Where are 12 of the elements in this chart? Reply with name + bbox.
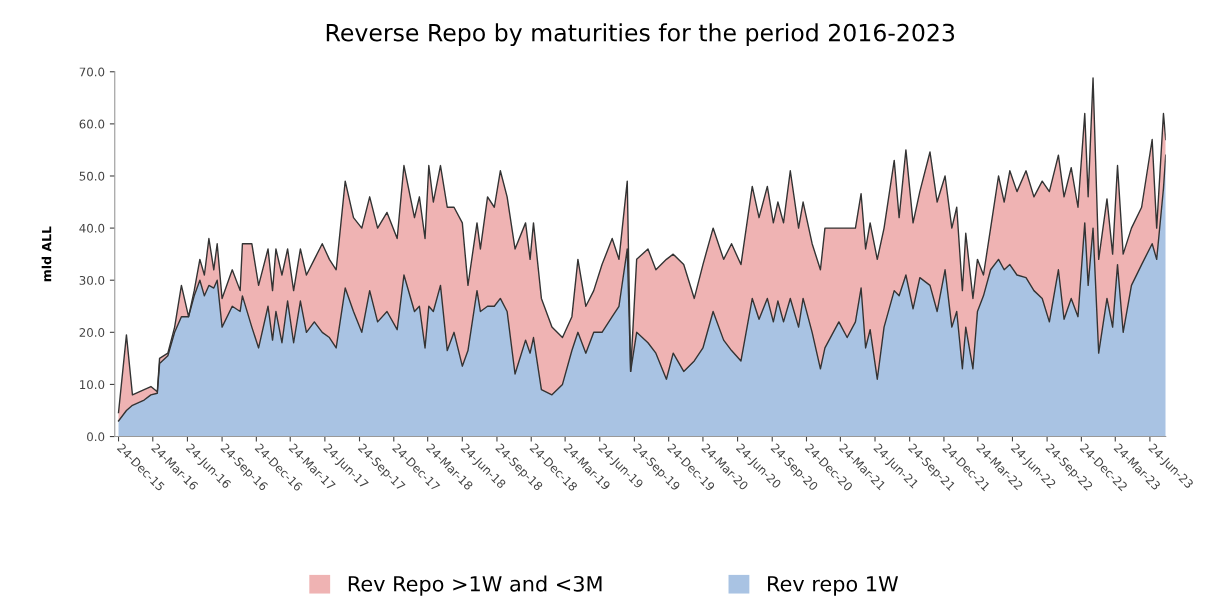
y-tick-label: 70.0 [79, 67, 105, 77]
y-tick-label: 10.0 [80, 380, 105, 390]
y-tick-label: 0.0 [87, 432, 105, 442]
legend-label: Rev Repo >1W and <3M [348, 575, 602, 596]
legend-label: Rev repo 1W [768, 576, 898, 596]
y-tick-label: 20.0 [79, 328, 105, 337]
y-tick-label: 50.0 [79, 171, 105, 181]
y-axis-title: mld ALL [41, 226, 52, 282]
y-tick-label: 40.0 [79, 223, 105, 233]
y-tick-label: 30.0 [79, 275, 105, 285]
chart-title: Reverse Repo by maturities for the period 2016-2023 [326, 23, 955, 47]
y-tick-label: 60.0 [79, 119, 105, 129]
